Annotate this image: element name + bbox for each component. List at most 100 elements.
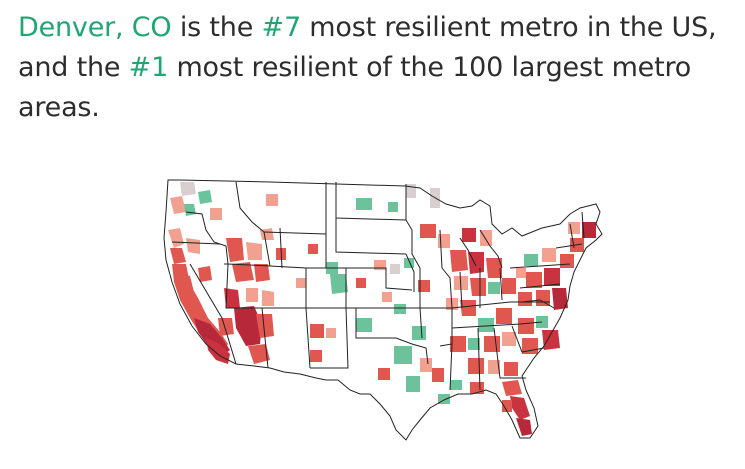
state-line	[521, 299, 555, 309]
headline-text-3: most resilient of the 100 largest metro …	[18, 52, 692, 123]
metro-area	[310, 324, 324, 338]
state-line	[419, 268, 423, 339]
state-line	[477, 327, 481, 391]
metro-area	[460, 300, 476, 316]
metro-area	[256, 314, 274, 338]
state-line	[171, 241, 221, 245]
metro-area	[412, 326, 426, 340]
metro-area	[404, 258, 414, 268]
us-map-svg	[163, 179, 603, 441]
metro-area	[356, 278, 366, 288]
state-line	[459, 237, 477, 267]
metro-area	[420, 224, 436, 238]
metro-area	[542, 248, 556, 262]
metro-area	[478, 318, 494, 332]
metro-area	[180, 182, 196, 196]
metro-area	[198, 190, 212, 204]
state-line	[449, 343, 453, 391]
metro-area	[394, 346, 412, 364]
metro-area	[246, 242, 262, 260]
metro-area	[232, 262, 254, 282]
metro-area	[226, 238, 244, 262]
state-line	[335, 218, 407, 255]
state-line	[235, 181, 271, 267]
headline: Denver, CO is the #7 most resilient metr…	[18, 8, 738, 128]
metro-area	[488, 282, 500, 294]
state-line	[451, 321, 543, 329]
metro-area	[470, 278, 486, 296]
metro-area	[218, 318, 234, 336]
state-line	[493, 327, 526, 379]
metro-area	[356, 198, 372, 210]
headline-text-1: is the	[171, 12, 262, 43]
metro-area	[518, 318, 534, 334]
metro-area	[536, 290, 550, 306]
metro-area	[502, 380, 522, 396]
metro-area	[502, 400, 512, 412]
metro-area	[310, 350, 322, 362]
state-line	[479, 229, 503, 269]
state-line	[451, 301, 550, 309]
state-line	[310, 307, 349, 369]
state-line	[511, 325, 545, 353]
us-outline	[163, 179, 603, 441]
state-line	[422, 307, 453, 347]
state-borders	[163, 179, 603, 441]
metro-area	[420, 358, 432, 372]
metro-area	[168, 228, 184, 248]
metro-area	[450, 336, 466, 352]
metro-area	[184, 204, 196, 216]
state-line	[569, 223, 575, 249]
metro-area	[438, 234, 450, 248]
largest-metro-rank: #1	[128, 52, 169, 83]
metro-area	[518, 292, 532, 306]
state-line	[224, 263, 269, 369]
metro-area	[234, 306, 262, 346]
metro-area	[186, 238, 200, 254]
metro-area	[390, 264, 400, 274]
metro-area	[470, 382, 484, 394]
state-line	[405, 184, 421, 269]
state-line	[499, 267, 503, 301]
metro-area	[582, 222, 596, 238]
metro-name: Denver, CO	[18, 12, 172, 43]
metro-area	[516, 418, 532, 436]
metro-area	[356, 318, 372, 332]
metro-area	[488, 360, 500, 374]
state-line	[519, 283, 561, 289]
metro-area	[496, 308, 512, 324]
metro-area	[266, 194, 278, 206]
metro-area	[170, 196, 186, 214]
metro-area	[326, 328, 336, 338]
us-metro-resilience-map	[150, 168, 630, 448]
state-line	[189, 263, 237, 365]
metro-area	[210, 208, 222, 220]
metro-area	[524, 254, 538, 266]
metro-area	[388, 202, 398, 212]
metro-area	[502, 332, 516, 346]
state-line	[263, 231, 327, 235]
metro-area	[378, 368, 390, 380]
metro-shapes	[168, 182, 596, 436]
us-rank: #7	[261, 12, 302, 43]
metro-area	[502, 278, 516, 294]
metro-area	[486, 258, 502, 278]
metro-area	[568, 222, 580, 234]
metro-area	[248, 344, 270, 364]
metro-area	[450, 250, 468, 272]
state-line	[279, 227, 283, 269]
metro-area	[510, 396, 530, 420]
metro-area	[484, 336, 500, 352]
state-line	[581, 211, 585, 239]
metro-area	[262, 290, 274, 306]
metro-area	[246, 288, 258, 302]
metro-area	[542, 330, 560, 350]
metro-area	[330, 274, 348, 294]
metro-area	[224, 288, 240, 308]
metro-area	[468, 358, 484, 374]
metro-area	[526, 272, 542, 288]
state-line	[346, 267, 413, 291]
metro-area	[560, 254, 574, 268]
metro-area	[296, 278, 306, 288]
metro-area	[468, 338, 480, 350]
